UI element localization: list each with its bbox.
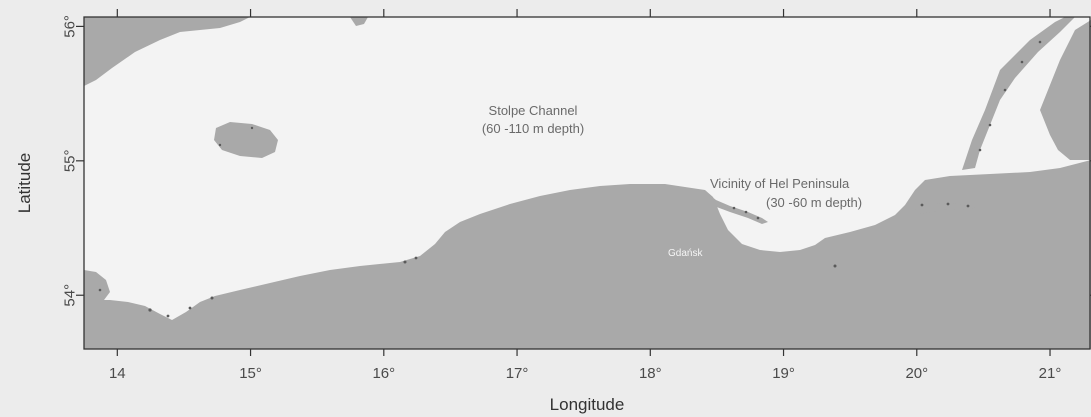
stolpe-label-depth: (60 -110 m depth) — [482, 121, 584, 136]
x-tick-label-3: 17° — [506, 365, 529, 382]
x-tick-label-1: 15° — [239, 365, 262, 382]
hel-label-name: Vicinity of Hel Peninsula — [710, 176, 850, 191]
x-tick-label-6: 20° — [905, 365, 928, 382]
vistula-spit — [915, 203, 975, 214]
islet-top — [350, 17, 368, 26]
y-tick-label-0: 54° — [62, 284, 79, 307]
x-tick-label-4: 18° — [639, 365, 662, 382]
stolpe-label-name: Stolpe Channel — [489, 103, 578, 118]
curonian-spit — [962, 17, 1075, 170]
hel-label-depth: (30 -60 m depth) — [766, 195, 862, 210]
x-tick-label-7: 21° — [1039, 365, 1062, 382]
germany-coast — [84, 270, 110, 302]
y-axis-title: Latitude — [15, 153, 34, 214]
x-tick-label-2: 16° — [372, 365, 395, 382]
x-axis-ticks: 14 15° 16° 17° 18° 19° 20° 21° — [109, 9, 1061, 382]
sambia-landmass — [1040, 20, 1091, 160]
y-tick-label-1: 55° — [62, 149, 79, 172]
plot-frame — [83, 16, 1091, 350]
hel-peninsula — [706, 192, 768, 224]
coast-speckles — [98, 40, 1042, 318]
sweden-coast — [84, 17, 250, 86]
y-axis-ticks: 54° 55° 56° — [62, 15, 1091, 307]
city-label: Gdańsk — [668, 248, 703, 259]
y-tick-label-2: 56° — [62, 15, 79, 38]
poland-landmass — [84, 160, 1091, 349]
x-tick-label-5: 19° — [772, 365, 795, 382]
x-axis-title: Longitude — [550, 395, 625, 414]
bornholm-island — [214, 122, 278, 158]
x-tick-label-0: 14 — [109, 365, 126, 382]
